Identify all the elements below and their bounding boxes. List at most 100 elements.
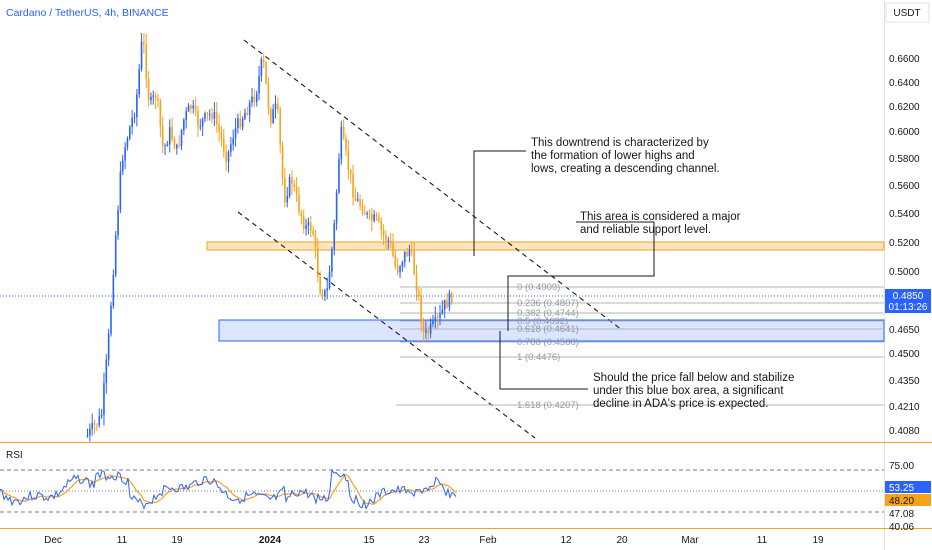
candle-body xyxy=(277,103,279,110)
candle-body xyxy=(401,262,404,267)
candle-body xyxy=(406,252,408,256)
rsi-label[interactable]: RSI xyxy=(6,450,23,461)
candle-body xyxy=(288,177,291,197)
rsi-ma-value: 48.20 xyxy=(889,496,914,507)
candle-body xyxy=(103,383,105,415)
price-tick-label: 0.5800 xyxy=(889,154,920,165)
downtrend-line-2: the formation of lower highs and xyxy=(531,150,695,162)
current-price-tag: 0.4850 01:13:26 xyxy=(885,289,931,313)
time-label: 19 xyxy=(812,535,824,546)
candle-body xyxy=(152,95,155,97)
candle-body xyxy=(110,305,112,334)
currency-box[interactable] xyxy=(885,2,930,23)
candle-body xyxy=(171,127,173,140)
candle-body xyxy=(403,252,406,263)
candle-body xyxy=(96,424,98,426)
candle-body xyxy=(286,196,289,203)
candle-body xyxy=(239,118,242,128)
candle-body xyxy=(340,126,343,160)
candle-body xyxy=(215,112,218,125)
warning-line-1: Should the price fall below and stabiliz… xyxy=(593,372,794,384)
price-tick-label: 0.4500 xyxy=(889,349,920,360)
candle-body xyxy=(98,416,101,426)
countdown-value: 01:13:26 xyxy=(889,302,928,313)
candle-body xyxy=(199,126,202,128)
candle-body xyxy=(450,292,453,304)
candle-body xyxy=(319,276,321,294)
candle-body xyxy=(441,309,444,313)
time-label: 2024 xyxy=(259,535,282,546)
time-label: 19 xyxy=(171,535,183,546)
candle-body xyxy=(333,223,336,250)
candle-body xyxy=(427,330,430,334)
support-callout-line xyxy=(507,221,655,331)
candle-body xyxy=(274,103,277,110)
fib-level-label: 1 (0.4476) xyxy=(517,352,560,363)
candle-body xyxy=(89,428,91,436)
candle-body xyxy=(382,230,385,236)
channel-upper-line[interactable] xyxy=(243,39,623,331)
candle-body xyxy=(126,138,129,148)
candle-body xyxy=(183,119,185,131)
candle-body xyxy=(425,330,427,333)
downtrend-line-1: This downtrend is characterized by xyxy=(531,137,709,149)
candle-body xyxy=(371,214,373,221)
time-axis[interactable]: Dec 11 19 2024 15 23 Feb 12 20 Mar 11 19 xyxy=(44,535,824,546)
candle-body xyxy=(100,414,103,417)
candle-body xyxy=(150,96,152,101)
candle-body xyxy=(373,214,375,221)
candle-body xyxy=(295,187,298,195)
candle-body xyxy=(328,271,331,289)
rsi-tick-47: 47.08 xyxy=(889,509,914,520)
fib-level-label: 0.5 (0.4692) xyxy=(517,316,568,327)
candle-body xyxy=(366,212,368,215)
candle-body xyxy=(129,126,131,139)
candle-body xyxy=(385,235,387,241)
fib-level-label: 0.382 (0.4744) xyxy=(517,308,579,319)
candle-body xyxy=(387,240,390,242)
candle-body xyxy=(119,171,122,210)
candle-body xyxy=(307,222,310,226)
time-label: 12 xyxy=(560,535,572,546)
fibonacci-retracement[interactable]: 0 (0.4909)0.236 (0.4807)0.382 (0.4744)0.… xyxy=(396,282,884,411)
candle-body xyxy=(265,62,267,84)
price-tick-label: 0.6400 xyxy=(889,78,920,89)
candle-body xyxy=(349,169,352,175)
candle-body xyxy=(131,117,133,127)
candle-body xyxy=(300,212,303,217)
candle-body xyxy=(201,119,204,127)
candle-body xyxy=(309,222,312,231)
blue-box-zone[interactable] xyxy=(218,319,885,342)
candle-body xyxy=(121,160,124,172)
symbol-title[interactable]: Cardano / TetherUS, 4h, BINANCE xyxy=(6,7,169,19)
warning-annotation[interactable]: Should the price fall below and stabiliz… xyxy=(593,372,794,410)
support-annotation[interactable]: This area is considered a major and reli… xyxy=(580,211,741,236)
candle-body xyxy=(124,147,126,161)
candle-body xyxy=(448,292,451,308)
candle-body xyxy=(218,124,220,132)
candle-body xyxy=(420,296,422,323)
current-price-value: 0.4850 xyxy=(893,291,924,302)
support-zone[interactable] xyxy=(206,241,885,251)
candle-body xyxy=(272,109,274,123)
candle-body xyxy=(255,93,258,103)
time-label: 15 xyxy=(363,535,375,546)
fib-level-label: 0.618 (0.4641) xyxy=(517,324,579,335)
downtrend-annotation[interactable]: This downtrend is characterized by the f… xyxy=(531,137,720,175)
candle-body xyxy=(194,105,197,111)
price-tick-label: 0.5600 xyxy=(889,181,920,192)
warning-callout-line xyxy=(499,331,588,390)
candle-body xyxy=(408,250,411,256)
candle-body xyxy=(443,300,446,310)
price-axis[interactable]: 0.6600 0.6400 0.6200 0.6000 0.5800 0.5600 0.54… xyxy=(889,54,920,437)
time-label: 20 xyxy=(616,535,628,546)
candle-body xyxy=(335,192,338,224)
candle-body xyxy=(293,184,296,188)
candle-body xyxy=(291,177,293,185)
candle-body xyxy=(378,216,380,222)
currency-label[interactable]: USDT xyxy=(893,8,920,19)
candle-body xyxy=(279,109,281,145)
candle-body xyxy=(237,118,239,128)
candle-body xyxy=(147,78,150,101)
